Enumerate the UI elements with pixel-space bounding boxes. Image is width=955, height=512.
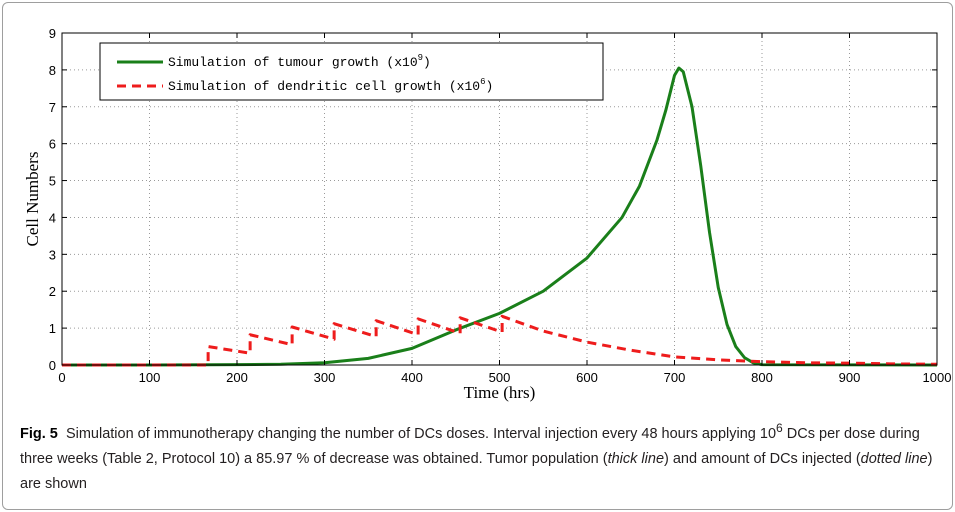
- y-axis-label: Cell Numbers: [23, 152, 42, 247]
- caption-text-1: Simulation of immunotherapy changing the…: [65, 425, 777, 442]
- legend-label-tumour-sup: 9: [418, 53, 423, 63]
- legend-label-dendritic-suffix: ): [485, 79, 493, 94]
- x-tick-label: 900: [839, 370, 861, 385]
- y-tick-label: 0: [49, 358, 56, 373]
- y-tick-label: 9: [49, 26, 56, 41]
- caption-text-4: ) are shown: [20, 450, 933, 492]
- x-tick-label: 200: [226, 370, 248, 385]
- x-tick-label: 500: [489, 370, 511, 385]
- caption-emphasis-dotted-line: dotted line: [860, 450, 928, 467]
- grid: [62, 33, 937, 365]
- legend-box: [99, 42, 604, 101]
- caption-superscript: 6: [776, 421, 783, 435]
- legend-label-tumour-text: Simulation of tumour growth (x10: [168, 55, 418, 70]
- y-tick-label: 8: [49, 63, 56, 78]
- x-tick-label: 300: [314, 370, 336, 385]
- series-line-tumour: [62, 66, 938, 367]
- legend-label-dendritic: Simulation of dendritic cell growth (x10…: [168, 77, 493, 94]
- ticks: 0 100 200 300 400 500 600 700 800 900 1000 0 1 2 3 4 5 6 7…: [49, 26, 952, 385]
- x-axis-label: Time (hrs): [464, 383, 536, 402]
- y-tick-label: 1: [49, 321, 56, 336]
- legend-label-tumour: Simulation of tumour growth (x109): [168, 53, 431, 70]
- legend-label-dendritic-sup: 6: [480, 77, 485, 87]
- legend: Simulation of tumour growth (x109) Simul…: [99, 42, 604, 101]
- y-tick-label: 6: [49, 137, 56, 152]
- caption-emphasis-thick-line: thick line: [607, 450, 665, 467]
- legend-label-tumour-suffix: ): [423, 55, 431, 70]
- figure-label: Fig. 5: [20, 425, 58, 442]
- x-tick-label: 1000: [923, 370, 952, 385]
- y-tick-label: 7: [49, 100, 56, 115]
- x-tick-label: 700: [664, 370, 686, 385]
- y-tick-label: 4: [49, 210, 56, 225]
- x-tick-label: 100: [139, 370, 161, 385]
- x-tick-label: 600: [576, 370, 598, 385]
- caption-text-2: DCs per dose during three weeks (Table 2…: [20, 425, 920, 467]
- y-tick-label: 2: [49, 284, 56, 299]
- caption-text-3: ) and amount of DCs injected (: [664, 450, 861, 467]
- y-tick-label: 5: [49, 174, 56, 189]
- chart: 0 100 200 300 400 500 600 700 800 900 1000 0 1 2 3 4 5 6 7…: [23, 26, 952, 402]
- series-layer: [62, 66, 938, 367]
- figure-caption: Fig. 5 Simulation of immunotherapy chang…: [20, 416, 940, 497]
- x-tick-label: 0: [58, 370, 65, 385]
- x-tick-label: 800: [751, 370, 773, 385]
- legend-label-dendritic-text: Simulation of dendritic cell growth (x10: [168, 79, 480, 94]
- y-tick-label: 3: [49, 247, 56, 262]
- x-tick-label: 400: [401, 370, 423, 385]
